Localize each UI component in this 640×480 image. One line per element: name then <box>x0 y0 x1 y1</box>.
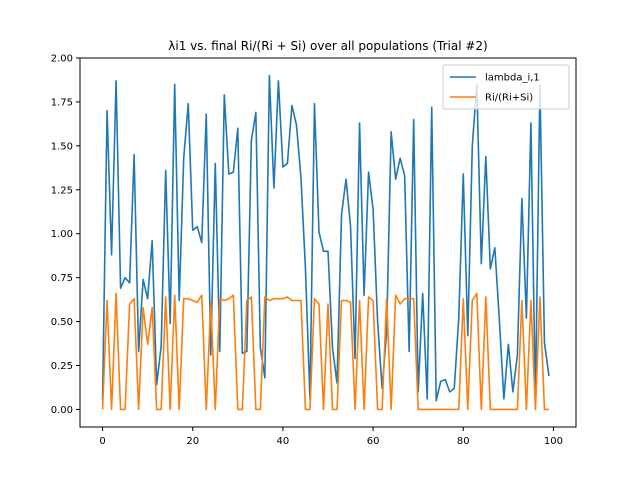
y-tick-label: 2.00 <box>51 54 73 65</box>
legend: lambda_i,1 Ri/(Ri+Si) <box>442 64 570 110</box>
y-tick-label: 1.00 <box>51 229 73 240</box>
y-axis: 0.00 0.25 0.50 0.75 1.00 1.25 1.50 1.75 2.00 <box>51 54 80 416</box>
y-tick-label: 1.50 <box>51 141 73 152</box>
x-axis: 0 20 40 60 80 100 <box>99 427 563 447</box>
series-line-lambda <box>101 74 550 402</box>
y-tick-label: 0.25 <box>51 361 73 372</box>
y-tick-label: 0.75 <box>51 273 73 284</box>
chart-title: λi1 vs. final Ri/(Ri + Si) over all popu… <box>168 39 487 53</box>
x-tick-label: 100 <box>544 436 563 447</box>
series-lines <box>101 74 550 411</box>
y-tick-label: 0.50 <box>51 317 73 328</box>
x-tick-label: 80 <box>457 436 470 447</box>
y-tick-label: 1.25 <box>51 185 73 196</box>
x-tick-label: 20 <box>186 436 199 447</box>
legend-label: lambda_i,1 <box>485 73 540 84</box>
plot-area-frame <box>79 57 577 428</box>
legend-box <box>442 64 570 110</box>
series-line-ratio <box>101 292 549 411</box>
x-tick-label: 40 <box>277 436 290 447</box>
legend-label: Ri/(Ri+Si) <box>485 93 533 104</box>
x-tick-label: 0 <box>99 436 105 447</box>
x-tick-label: 60 <box>367 436 380 447</box>
y-tick-label: 1.75 <box>51 97 73 108</box>
y-tick-label: 0.00 <box>51 405 73 416</box>
